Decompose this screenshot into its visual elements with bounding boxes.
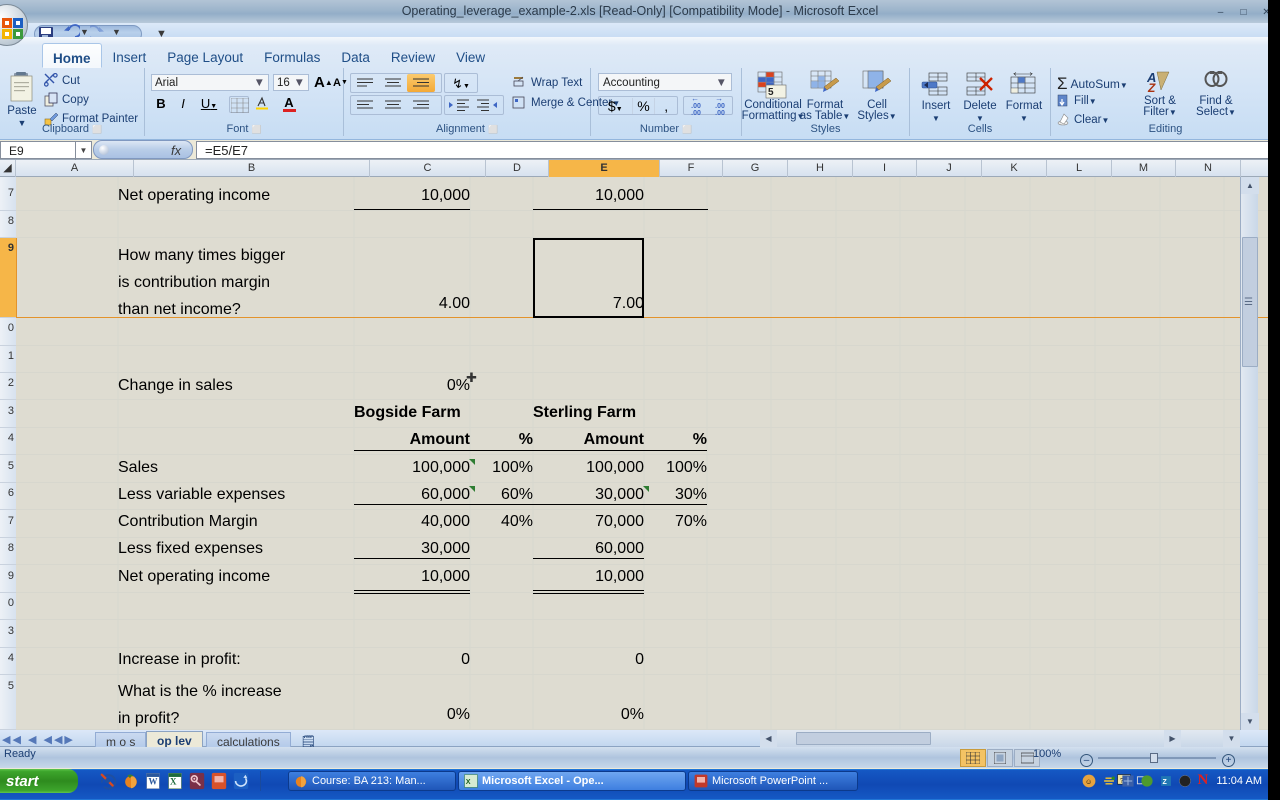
svg-text:W: W [149, 777, 158, 787]
svg-text:Z: Z [1147, 81, 1156, 95]
svg-text:Z: Z [1163, 778, 1168, 785]
svg-text:5: 5 [768, 87, 774, 98]
svg-text:X: X [466, 777, 471, 786]
svg-text:☺: ☺ [1085, 777, 1092, 786]
svg-text:X: X [170, 777, 177, 787]
